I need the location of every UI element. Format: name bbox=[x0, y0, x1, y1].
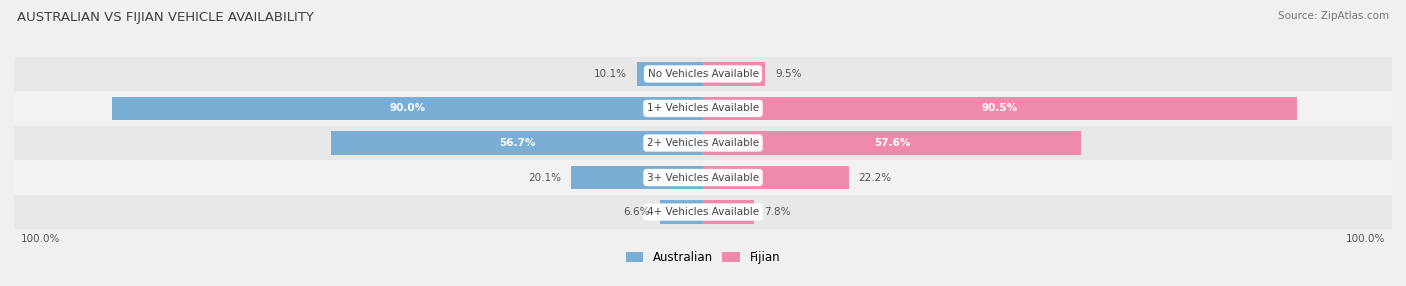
Text: 3+ Vehicles Available: 3+ Vehicles Available bbox=[647, 172, 759, 182]
Text: 7.8%: 7.8% bbox=[763, 207, 790, 217]
Text: 90.0%: 90.0% bbox=[389, 104, 426, 114]
Text: 4+ Vehicles Available: 4+ Vehicles Available bbox=[647, 207, 759, 217]
Bar bbox=[571, 166, 703, 189]
Text: 22.2%: 22.2% bbox=[859, 172, 891, 182]
Bar bbox=[14, 91, 1392, 126]
Bar bbox=[14, 195, 1392, 229]
Bar bbox=[14, 126, 1392, 160]
Text: 10.1%: 10.1% bbox=[593, 69, 627, 79]
Bar bbox=[637, 62, 703, 86]
Bar bbox=[659, 200, 703, 224]
Text: Source: ZipAtlas.com: Source: ZipAtlas.com bbox=[1278, 11, 1389, 21]
Text: AUSTRALIAN VS FIJIAN VEHICLE AVAILABILITY: AUSTRALIAN VS FIJIAN VEHICLE AVAILABILIT… bbox=[17, 11, 314, 24]
Bar bbox=[330, 131, 703, 155]
Text: 6.6%: 6.6% bbox=[623, 207, 650, 217]
Text: 57.6%: 57.6% bbox=[873, 138, 910, 148]
Bar bbox=[703, 200, 754, 224]
Text: 9.5%: 9.5% bbox=[775, 69, 801, 79]
Bar bbox=[14, 160, 1392, 195]
Text: 20.1%: 20.1% bbox=[529, 172, 561, 182]
Text: No Vehicles Available: No Vehicles Available bbox=[648, 69, 758, 79]
Bar bbox=[112, 97, 703, 120]
Bar bbox=[703, 62, 765, 86]
Bar bbox=[703, 166, 849, 189]
Bar bbox=[14, 57, 1392, 91]
Text: 90.5%: 90.5% bbox=[981, 104, 1018, 114]
Bar bbox=[703, 131, 1081, 155]
Text: 100.0%: 100.0% bbox=[21, 234, 60, 244]
Text: 56.7%: 56.7% bbox=[499, 138, 536, 148]
Text: 1+ Vehicles Available: 1+ Vehicles Available bbox=[647, 104, 759, 114]
Text: 100.0%: 100.0% bbox=[1346, 234, 1385, 244]
Legend: Australian, Fijian: Australian, Fijian bbox=[621, 247, 785, 269]
Bar bbox=[703, 97, 1296, 120]
Text: 2+ Vehicles Available: 2+ Vehicles Available bbox=[647, 138, 759, 148]
